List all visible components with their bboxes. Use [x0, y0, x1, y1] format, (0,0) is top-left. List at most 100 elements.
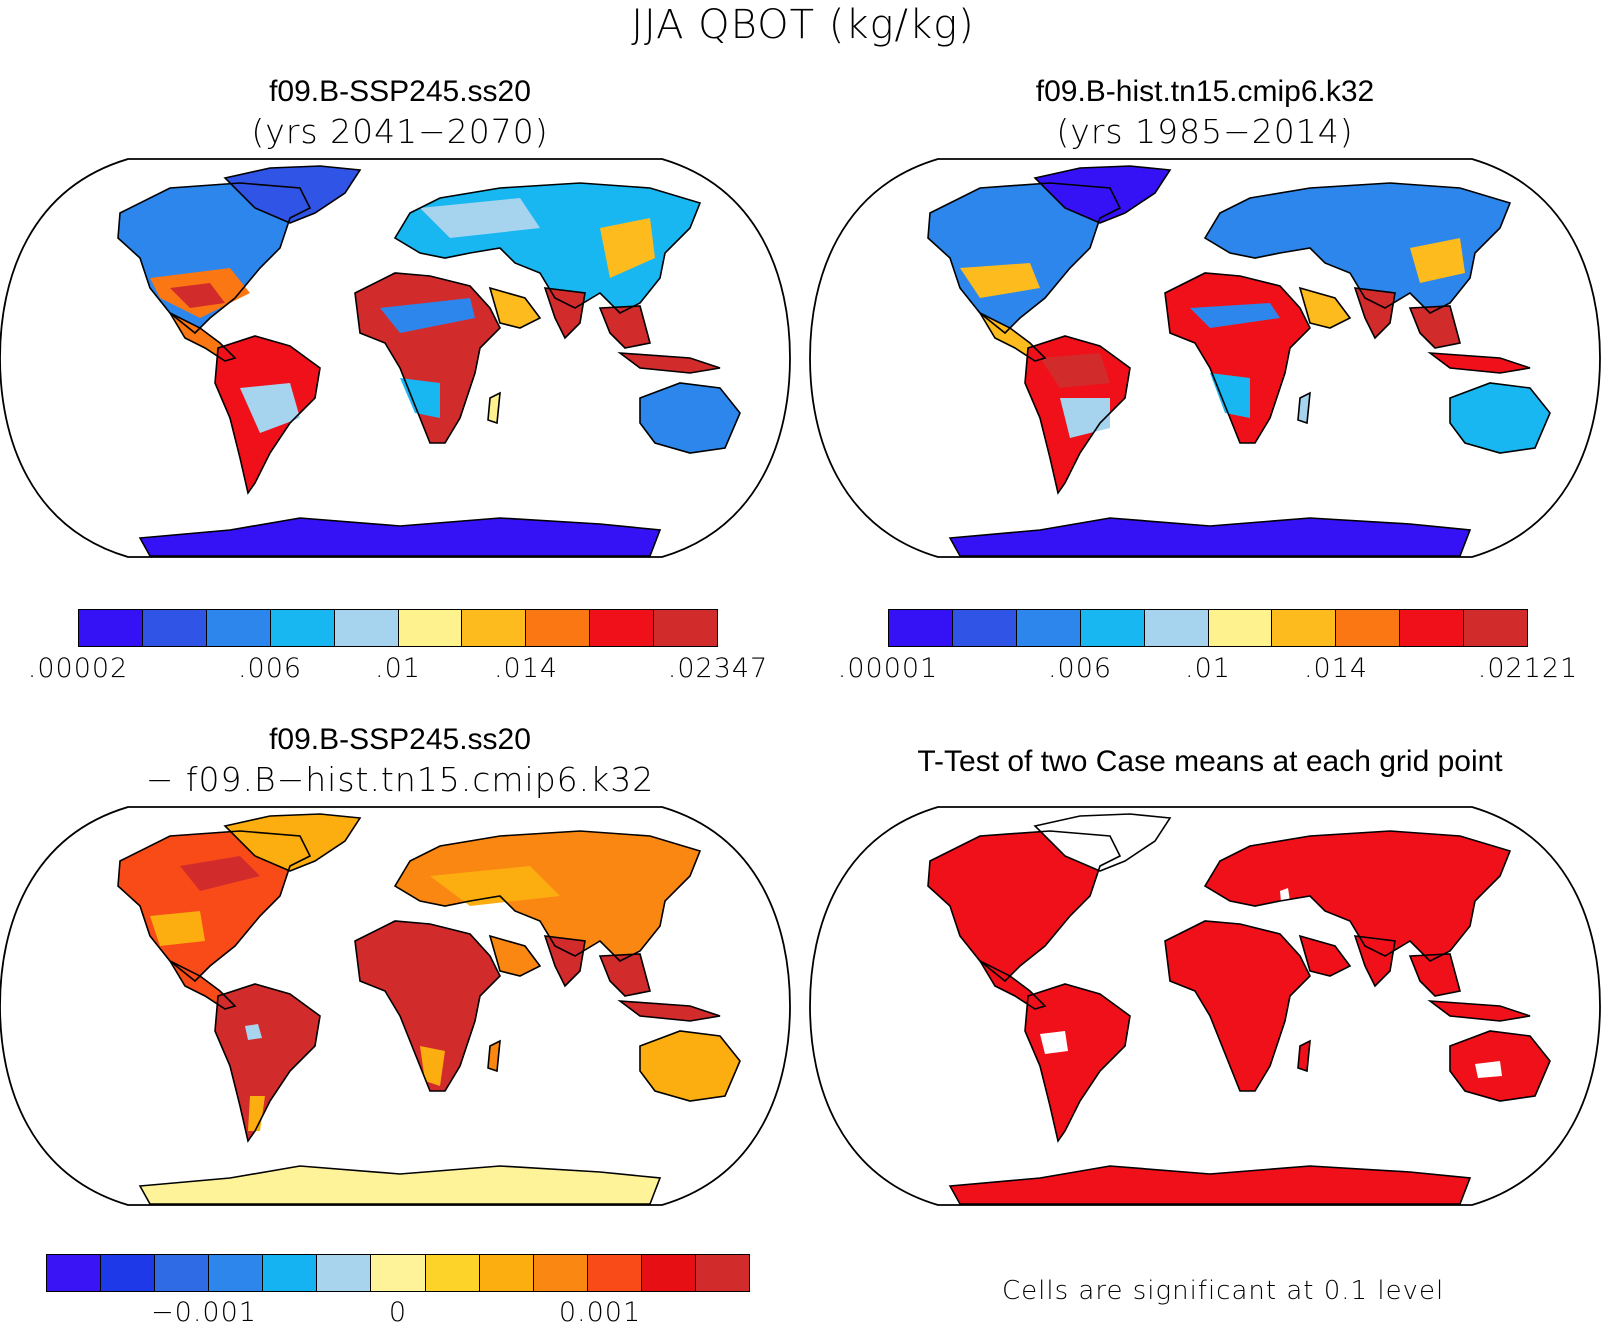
- coastline: [1353, 287, 1396, 340]
- continent-northAmerica: [928, 831, 1120, 981]
- colorbar-swatch: [590, 610, 655, 646]
- map-border: [809, 158, 1601, 558]
- land-field: [927, 165, 1551, 557]
- field-contour: [960, 263, 1040, 298]
- coastline: [1164, 272, 1311, 444]
- colorbar-swatch: [155, 1255, 210, 1291]
- field-contour: [600, 218, 655, 278]
- colorbar-3-label: 0.001: [558, 1297, 642, 1328]
- colorbar-swatch: [1464, 610, 1528, 646]
- continent-india: [545, 288, 585, 338]
- continent-arabia: [1300, 288, 1350, 328]
- panel-3-subtitle: − f09.B−hist.tn15.cmip6.k32: [145, 760, 655, 799]
- colorbar-swatch: [1208, 610, 1273, 646]
- coastline: [1408, 953, 1461, 997]
- coastline: [1024, 983, 1131, 1143]
- colorbar-swatch: [1144, 610, 1209, 646]
- colorbar-1-label: .014: [493, 653, 559, 684]
- coastline: [117, 182, 312, 335]
- coastline: [487, 391, 501, 425]
- colorbar-swatch: [47, 1255, 102, 1291]
- coastline: [598, 305, 651, 349]
- field-contour: [380, 298, 475, 333]
- coastline: [393, 830, 702, 962]
- map-border: [0, 158, 791, 558]
- continent-india: [1355, 288, 1395, 338]
- continent-seAsia: [1410, 954, 1460, 996]
- continent-antarctica: [950, 518, 1470, 556]
- continent-india: [1355, 936, 1395, 986]
- colorbar-panel-2: [888, 609, 1528, 647]
- field-contour: [1280, 888, 1290, 902]
- colorbar-swatch: [371, 1255, 426, 1291]
- map-border: [0, 806, 791, 1206]
- continent-seAsia: [600, 954, 650, 996]
- colorbar-1-label: .00002: [27, 653, 129, 684]
- coastline: [948, 517, 1472, 557]
- colorbar-3-label: −0.001: [151, 1297, 257, 1328]
- colorbar-2-label: .014: [1303, 653, 1369, 684]
- colorbar-panel-1: [78, 609, 718, 647]
- colorbar-swatch: [270, 610, 335, 646]
- significance-note: Cells are significant at 0.1 level: [1002, 1276, 1445, 1306]
- field-contour: [150, 911, 205, 946]
- field-contour: [1475, 1061, 1502, 1078]
- panel-4-title: T-Test of two Case means at each grid po…: [917, 745, 1503, 778]
- colorbar-swatch: [587, 1255, 642, 1291]
- field-contour: [240, 383, 300, 433]
- coastline: [1427, 352, 1531, 374]
- coastline: [1449, 1030, 1551, 1102]
- coastline: [639, 1030, 741, 1102]
- colorbar-swatch: [398, 610, 463, 646]
- coastline: [117, 830, 312, 983]
- colorbar-swatch: [889, 610, 953, 646]
- colorbar-swatch: [1336, 610, 1401, 646]
- field-contour: [400, 378, 440, 418]
- coastline: [948, 1165, 1472, 1205]
- continent-southAmerica: [215, 984, 320, 1141]
- colorbar-swatch: [317, 1255, 372, 1291]
- coastline: [214, 335, 321, 495]
- field-contour: [430, 866, 560, 906]
- coastline: [1033, 165, 1172, 224]
- colorbar-swatch: [641, 1255, 696, 1291]
- coastline: [1203, 830, 1512, 962]
- field-contour: [420, 198, 540, 238]
- colorbar-swatch: [1272, 610, 1337, 646]
- field-contour: [180, 856, 260, 891]
- colorbar-1-label: .006: [237, 653, 303, 684]
- coastline: [223, 165, 362, 224]
- continent-southAmerica: [1025, 984, 1130, 1141]
- coastline: [1033, 813, 1172, 872]
- land-field: [117, 813, 741, 1205]
- coastline: [639, 382, 741, 454]
- coastline: [1297, 1039, 1311, 1073]
- coastline: [1024, 335, 1131, 495]
- colorbar-1-label: .01: [375, 653, 421, 684]
- continent-seAsia: [1410, 306, 1460, 348]
- coastline: [1449, 382, 1551, 454]
- continent-australia: [1450, 383, 1550, 453]
- coastline: [354, 920, 501, 1092]
- colorbar-swatch: [79, 610, 143, 646]
- continent-northAmerica: [928, 183, 1120, 333]
- colorbar-2-label: .02121: [1477, 653, 1579, 684]
- coastline: [1427, 1000, 1531, 1022]
- map-panel-1: [0, 158, 791, 558]
- coastline: [1297, 391, 1311, 425]
- colorbar-swatch: [1400, 610, 1465, 646]
- continent-africa: [355, 921, 500, 1091]
- coastline: [138, 1165, 662, 1205]
- coastline: [1164, 920, 1311, 1092]
- coastline: [1298, 934, 1352, 977]
- map-panel-3: [0, 806, 791, 1206]
- continent-africa: [1165, 921, 1310, 1091]
- colorbar-2-label: .01: [1185, 653, 1231, 684]
- coastline: [214, 983, 321, 1143]
- coastline: [488, 286, 542, 329]
- continent-arabia: [1300, 936, 1350, 976]
- coastline: [1298, 286, 1352, 329]
- coastline: [167, 311, 237, 362]
- continent-australia: [640, 383, 740, 453]
- colorbar-swatch: [101, 1255, 156, 1291]
